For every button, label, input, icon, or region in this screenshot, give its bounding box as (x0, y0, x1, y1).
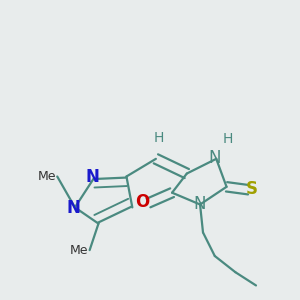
Text: H: H (154, 131, 164, 145)
Text: S: S (246, 180, 258, 198)
Text: Me: Me (37, 170, 56, 183)
Text: N: N (67, 199, 80, 217)
Text: Me: Me (70, 244, 88, 257)
Text: O: O (136, 194, 150, 211)
Text: N: N (193, 195, 206, 213)
Text: N: N (208, 149, 221, 167)
Text: N: N (85, 168, 100, 186)
Text: H: H (223, 132, 233, 146)
